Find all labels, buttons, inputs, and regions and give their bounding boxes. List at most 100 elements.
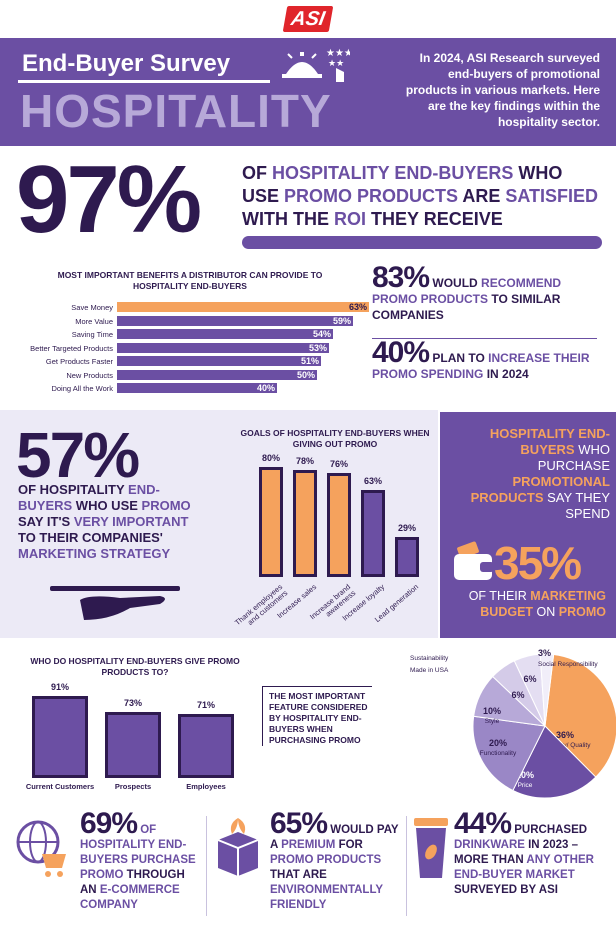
recipient-bar (178, 714, 234, 778)
benefit-bar: 59% (117, 315, 353, 326)
stat-57-text: OF HOSPITALITY END-BUYERS WHO USE PROMO … (18, 482, 191, 561)
pie-category-label: Social Responsibility (538, 661, 598, 668)
svg-text:★★: ★★ (328, 59, 344, 69)
goal-bar (361, 490, 385, 577)
goal-column: 29% (395, 523, 419, 577)
benefit-label: Doing All the Work (51, 384, 113, 393)
budget-panel-text: HOSPITALITY END-BUYERS WHO PURCHASE PROM… (470, 426, 610, 521)
recipient-value: 91% (50, 682, 69, 692)
divider (206, 816, 207, 916)
recipient-label: Employees (186, 782, 226, 791)
pie-slice (512, 725, 597, 799)
globe-cart-icon (16, 820, 66, 877)
stat-57-number: 57% (16, 419, 140, 491)
pie-value-label: 6% (523, 674, 536, 684)
pie-slice (539, 653, 555, 727)
benefit-value: 40% (256, 383, 275, 393)
benefit-value: 53% (308, 342, 327, 353)
goal-value: 63% (363, 476, 382, 487)
benefit-label: Get Products Faster (45, 357, 113, 366)
benefit-label: Better Targeted Products (30, 343, 113, 353)
eco-box-icon (217, 818, 259, 876)
cup-icon (414, 818, 448, 878)
benefit-row: New Products 50% (20, 369, 350, 382)
pie-category-label: Durability/ Quality (540, 742, 592, 749)
goal-bar (327, 472, 351, 577)
divider (406, 816, 407, 916)
pie-category-label: Functionality (480, 750, 517, 757)
pie-value-label: 10% (483, 706, 501, 716)
service-bell-icon: ★★★ ★★ (282, 48, 350, 82)
benefit-bar: 51% (117, 356, 321, 366)
goal-bar (293, 469, 317, 577)
goal-column: 80% (259, 453, 283, 577)
recipient-value: 71% (196, 700, 215, 711)
recipient-label: Current Customers (25, 782, 95, 791)
goal-value: 76% (329, 458, 348, 469)
feature-title: THE MOST IMPORTANT FEATURE CONSIDERED BY… (262, 686, 372, 746)
benefit-row: Doing All the Work 40% (20, 383, 350, 395)
divider (372, 338, 597, 339)
pie-category-label: Style (485, 718, 500, 725)
goals-title: GOALS OF HOSPITALITY END-BUYERS WHEN GIV… (240, 428, 430, 449)
survey-title: End-Buyer Survey (22, 50, 231, 77)
feature-pie-chart: 36% Durability/ Quality 20% Price 20% Functio… (410, 648, 616, 799)
benefit-value: 59% (332, 315, 351, 326)
benefit-row: More Value 59% (20, 315, 353, 328)
recipient-bar (32, 696, 88, 778)
header-description: In 2024, ASI Research surveyed end-buyer… (405, 51, 600, 129)
benefits-title: MOST IMPORTANT BENEFITS A DISTRIBUTOR CA… (57, 270, 323, 291)
goal-value: 78% (295, 455, 314, 466)
stat-97-number: 97% (16, 146, 202, 253)
stat-97-text: OF HOSPITALITY END-BUYERS WHO USE PROMO … (242, 163, 599, 229)
pie-value-label: 20% (489, 738, 507, 748)
budget-panel (440, 412, 616, 638)
benefit-value: 50% (296, 369, 315, 380)
benefit-row: Get Products Faster 51% (20, 356, 350, 368)
benefit-row: Save Money 63% (20, 302, 369, 314)
benefit-value: 51% (300, 356, 319, 366)
pie-category-label: Price (518, 782, 533, 789)
recipient-bar (105, 712, 161, 778)
pie-category-label: Sustainability (410, 655, 449, 662)
goal-bar (395, 537, 419, 577)
wallet-icon (454, 541, 494, 580)
stat-40: 40% PLAN TO INCREASE THEIR PROMO SPENDIN… (372, 336, 590, 382)
pie-category-label: Made in USA (410, 667, 449, 674)
pie-value-label: 36% (556, 730, 574, 740)
benefit-label: More Value (75, 316, 113, 326)
benefit-row: Better Targeted Products 53% (20, 342, 350, 355)
goal-column: 78% (293, 456, 317, 577)
benefit-bar: 53% (117, 342, 329, 353)
goal-value: 80% (261, 453, 280, 463)
benefit-label: Save Money (71, 303, 113, 312)
benefit-bar: 63% (117, 302, 369, 312)
recipient-label: Prospects (114, 782, 152, 791)
benefit-bar: 50% (117, 369, 317, 380)
stat-83: 83% WOULD RECOMMEND PROMO PRODUCTS TO SI… (372, 261, 562, 323)
goal-bar (259, 467, 283, 577)
goal-column: 76% (327, 459, 351, 577)
header-banner (0, 38, 616, 146)
sector-title: HOSPITALITY (20, 85, 332, 137)
pie-value-label: 6% (511, 690, 524, 700)
benefit-row: Saving Time 54% (20, 329, 350, 341)
asi-logo: ASI (282, 6, 334, 32)
pie-value-label: 20% (516, 770, 534, 780)
benefit-bar: 40% (117, 383, 277, 393)
recipients-title: WHO DO HOSPITALITY END-BUYERS GIVE PROMO… (30, 656, 240, 677)
benefit-value: 54% (312, 329, 331, 339)
budget-percent: 35% (494, 537, 582, 589)
benefit-value: 63% (348, 302, 367, 312)
svg-text:★★★: ★★★ (326, 48, 350, 59)
pie-slice (472, 715, 546, 792)
benefit-label: New Products (66, 370, 113, 380)
budget-panel-foot: OF THEIR MARKETING BUDGET ON PROMO (468, 589, 606, 619)
benefit-label: Saving Time (71, 330, 113, 339)
benefit-bar: 54% (117, 329, 333, 339)
pie-value-label: 3% (538, 648, 551, 658)
pie-slice (544, 653, 616, 778)
goal-value: 29% (397, 523, 416, 534)
decorative-bar (242, 236, 602, 249)
recipient-value: 73% (123, 698, 142, 709)
